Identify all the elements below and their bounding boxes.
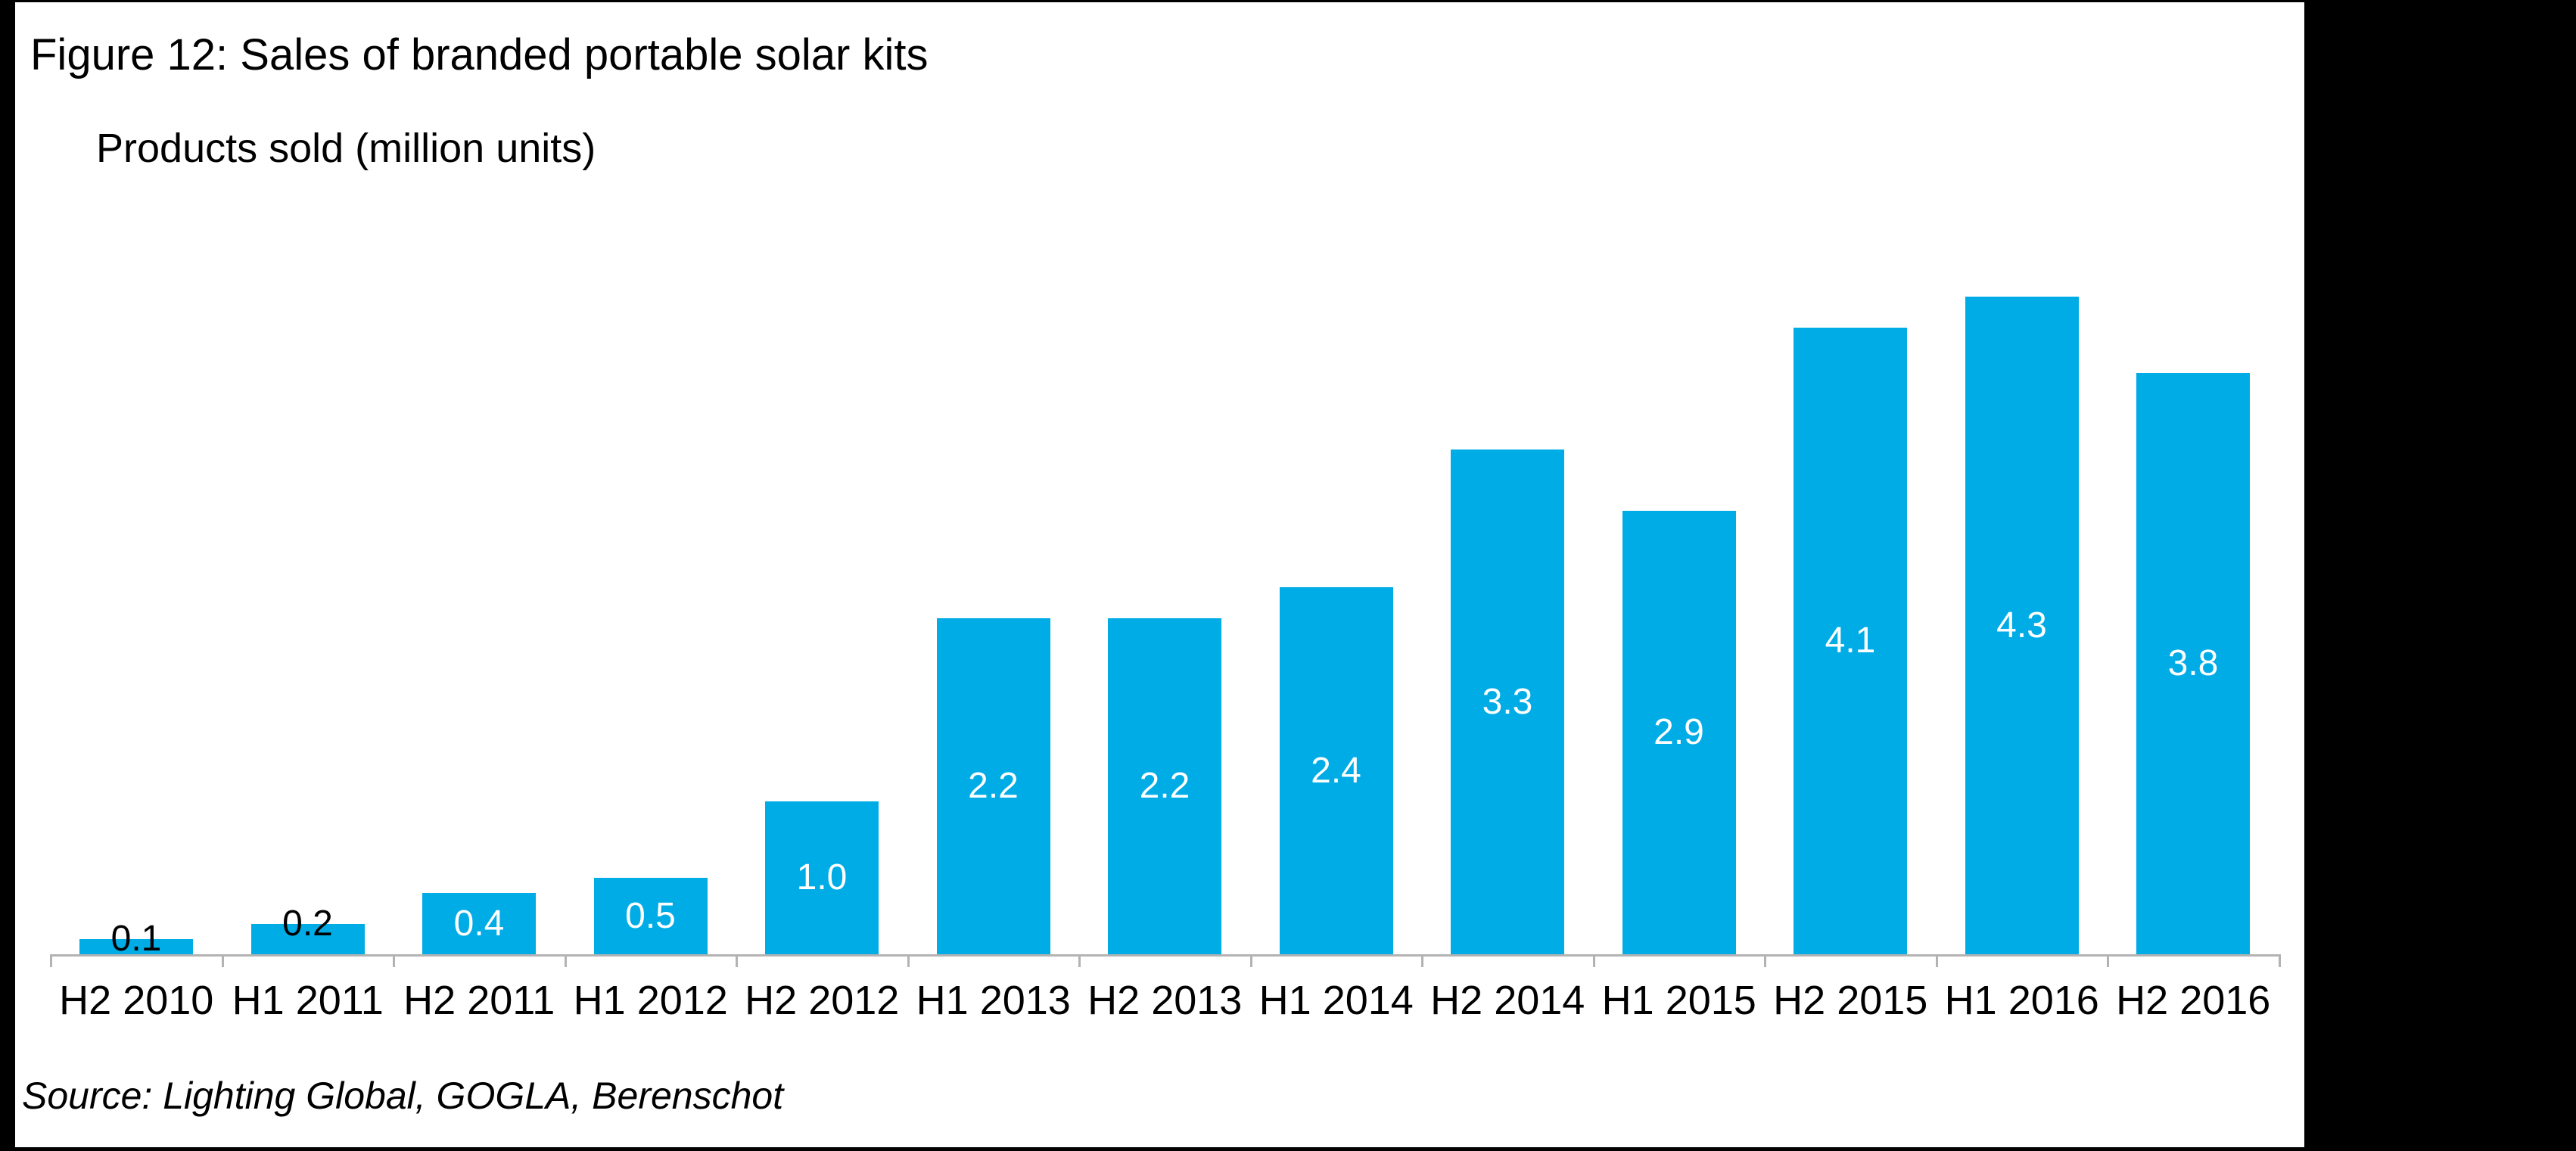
x-axis-label: H1 2011 <box>232 978 384 1023</box>
bar-value-label: 2.2 <box>1139 766 1190 806</box>
x-axis-tick <box>2278 954 2281 967</box>
x-axis-label: H1 2016 <box>1944 978 2099 1023</box>
bar-value-label: 2.4 <box>1311 750 1361 791</box>
x-axis-tick <box>50 954 52 967</box>
x-axis-line <box>51 954 2279 957</box>
x-axis-label: H2 2010 <box>59 978 214 1023</box>
x-axis-label: H2 2016 <box>2116 978 2271 1023</box>
x-axis-tick <box>907 954 910 967</box>
bar-value-label: 0.5 <box>625 895 676 936</box>
x-axis-label: H1 2014 <box>1258 978 1414 1023</box>
x-axis-tick <box>1935 954 1938 967</box>
x-axis-tick <box>1764 954 1766 967</box>
x-axis-label: H2 2014 <box>1430 978 1585 1023</box>
bar-value-label: 0.2 <box>282 904 333 944</box>
bar-value-label: 1.0 <box>796 857 848 897</box>
x-axis-tick <box>736 954 738 967</box>
x-axis-tick <box>1249 954 1252 967</box>
x-axis-label: H2 2013 <box>1087 978 1243 1023</box>
figure-title: Figure 12: Sales of branded portable sol… <box>30 30 929 79</box>
x-axis-label: H2 2011 <box>403 978 555 1023</box>
bar-value-label: 4.3 <box>1996 605 2047 645</box>
x-axis-label: H2 2015 <box>1773 978 1928 1023</box>
x-axis-label: H1 2015 <box>1601 978 1756 1023</box>
x-axis-tick <box>1592 954 1595 967</box>
x-axis-tick <box>393 954 395 967</box>
bar <box>593 878 708 954</box>
chart-area: Figure 12: Sales of branded portable sol… <box>15 2 2304 1147</box>
plot-area: 0.1 H2 2010 0.2 H1 2011 0.4 H2 2011 0.5 H1 2012… <box>15 2 2304 1147</box>
x-axis-label: H2 2012 <box>745 978 900 1023</box>
bar-value-label: 4.1 <box>1825 621 1876 661</box>
bar <box>765 801 879 954</box>
bar <box>250 924 365 954</box>
bar <box>2136 373 2250 954</box>
source-note: Source: Lighting Global, GOGLA, Berensch… <box>22 1075 784 1117</box>
bar-value-label: 2.2 <box>968 766 1019 806</box>
y-axis-title: Products sold (million units) <box>96 126 596 171</box>
bar <box>422 893 536 954</box>
bar <box>1622 511 1736 954</box>
x-axis-tick <box>564 954 567 967</box>
bar <box>1965 297 2079 954</box>
bar <box>1794 328 1907 954</box>
bar-value-label: 3.8 <box>2167 643 2219 683</box>
bar-value-label: 3.3 <box>1482 681 1533 722</box>
bar-value-label: 0.1 <box>110 919 162 959</box>
bar <box>936 618 1050 954</box>
x-axis-tick <box>1421 954 1423 967</box>
bar <box>1108 618 1221 954</box>
x-axis-tick <box>221 954 224 967</box>
x-axis-label: H1 2013 <box>916 978 1071 1023</box>
x-axis-label: H1 2012 <box>573 978 728 1023</box>
bar <box>79 939 193 954</box>
x-axis-tick <box>2107 954 2109 967</box>
bar-value-label: 2.9 <box>1654 712 1704 752</box>
bar <box>1451 450 1564 954</box>
bar <box>1279 587 1393 954</box>
x-axis-tick <box>1078 954 1081 967</box>
bar-value-label: 0.4 <box>453 903 505 944</box>
